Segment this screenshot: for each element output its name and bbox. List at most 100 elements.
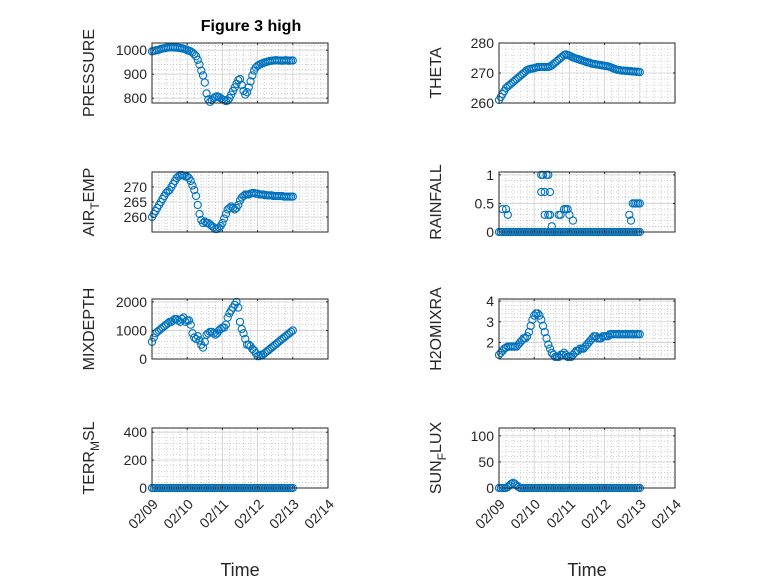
data-point [544, 340, 553, 349]
data-point [202, 89, 211, 98]
y-axis-label: SUNFLUX [428, 422, 449, 495]
data-point [533, 309, 542, 318]
y-axis-label-main: PRESSURE [81, 29, 98, 117]
y-axis-label-main: AIR [81, 210, 98, 237]
series-markers [494, 50, 644, 105]
data-point [503, 210, 512, 220]
data-point [288, 326, 297, 335]
y-axis-label: AIRTEMP [81, 168, 102, 237]
y-tick-label: 1 [486, 167, 494, 183]
x-axis-label: Time [220, 560, 259, 580]
data-point [538, 170, 548, 180]
data-point [237, 324, 246, 334]
data-point [635, 330, 644, 339]
tick-marks [151, 299, 329, 360]
subplot-1: 800 900 1000 PRESSURE [81, 29, 329, 117]
y-axis-label-main: TERR [81, 451, 98, 495]
series-markers [147, 170, 297, 234]
data-point [186, 176, 195, 186]
data-point [237, 80, 246, 90]
y-tick-label: 900 [124, 66, 148, 82]
data-point [197, 66, 206, 75]
y-tick-label: 270 [471, 65, 495, 81]
y-tick-label: 100 [471, 428, 495, 444]
data-point [545, 344, 555, 353]
data-point [195, 60, 204, 69]
series-markers [147, 43, 297, 106]
data-point [195, 209, 204, 219]
data-point [288, 56, 297, 65]
y-tick-label: 200 [124, 452, 148, 468]
y-tick-label: 400 [124, 424, 148, 440]
y-axis-label: TERRMSL [81, 421, 102, 494]
y-tick-label: 0 [486, 480, 494, 496]
axes-background [152, 428, 328, 488]
y-axis-label-main: H2OMIXRA [428, 287, 445, 371]
series-markers [147, 297, 297, 361]
figure-title: Figure 3 high [201, 18, 301, 35]
data-point [544, 170, 553, 180]
y-axis-label-subscript: M [88, 441, 102, 451]
y-axis-label-main: SUN [428, 460, 445, 494]
y-tick-label: 280 [471, 35, 495, 51]
tick-marks [151, 43, 329, 103]
subplot-5: 0 1000 2000 MIXDEPTH [81, 288, 329, 370]
y-tick-label: 260 [124, 209, 148, 225]
data-point [501, 204, 511, 214]
data-point [193, 331, 202, 341]
y-axis-label: PRESSURE [81, 29, 98, 117]
data-point [568, 216, 578, 225]
data-point [635, 199, 644, 208]
data-point [521, 334, 530, 343]
x-axis-label: Time [567, 560, 606, 580]
tick-marks [498, 299, 676, 359]
data-point [242, 88, 252, 97]
axes-background [152, 43, 328, 103]
data-point [195, 336, 204, 345]
data-point [244, 83, 253, 92]
data-point [626, 216, 636, 225]
y-axis-label-main: THETA [428, 47, 445, 99]
y-tick-label: 1000 [116, 42, 147, 58]
data-point [239, 329, 248, 338]
y-axis-label-rest: EMP [81, 168, 98, 203]
y-tick-label: 3 [486, 314, 494, 330]
tick-marks [498, 172, 676, 233]
data-point [248, 71, 257, 80]
y-tick-label: 0 [486, 224, 494, 240]
data-point [288, 192, 297, 201]
y-axis-label-rest: LUX [428, 422, 445, 453]
y-axis-label-rest: SL [81, 421, 98, 441]
data-point [246, 77, 255, 86]
axes-background [499, 428, 675, 488]
axes-box [151, 42, 329, 104]
axes-box [498, 427, 676, 489]
data-point [540, 327, 549, 337]
data-point [524, 327, 534, 337]
y-tick-label: 1000 [116, 322, 147, 338]
data-point [545, 187, 555, 197]
tick-marks [151, 428, 329, 489]
y-tick-label: 800 [124, 90, 148, 106]
data-point [547, 222, 556, 231]
y-tick-label: 50 [478, 454, 494, 470]
data-point [507, 479, 516, 488]
y-axis-label-main: RAINFALL [428, 164, 445, 240]
y-tick-label: 265 [124, 194, 148, 210]
data-point [234, 200, 243, 210]
y-tick-label: 0.5 [475, 195, 495, 211]
axes-background [499, 172, 675, 232]
data-point [218, 218, 227, 228]
axes-box [151, 298, 329, 360]
data-point [542, 334, 551, 343]
data-point [241, 90, 250, 99]
axes-box [151, 427, 329, 489]
axes-box [498, 298, 676, 360]
y-axis-label-subscript: T [88, 202, 102, 210]
tick-marks [151, 172, 329, 232]
data-point [286, 327, 296, 337]
tick-marks [498, 42, 676, 104]
data-point [625, 210, 634, 220]
series-markers [494, 309, 644, 362]
